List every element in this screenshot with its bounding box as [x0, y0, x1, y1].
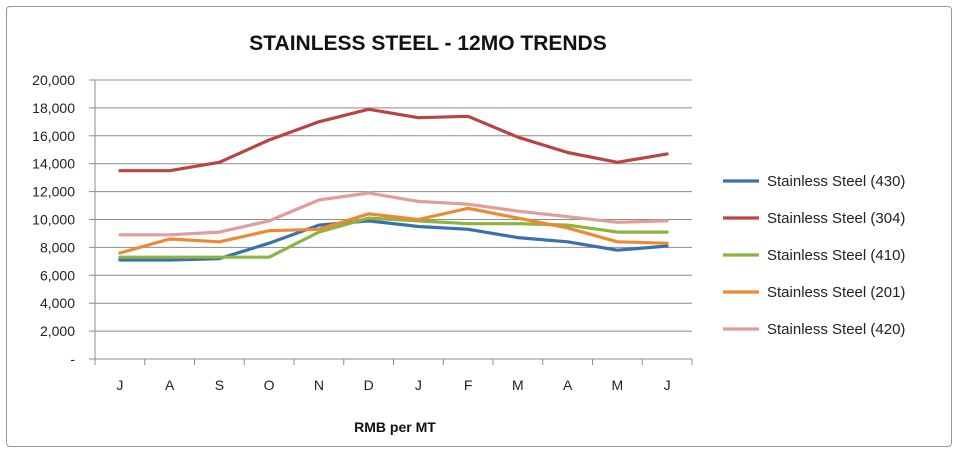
legend-label: Stainless Steel (201) [767, 284, 905, 301]
x-tick-label: N [314, 377, 324, 393]
axes [89, 79, 693, 365]
y-tick-label: 14,000 [32, 156, 75, 172]
x-tick-label: J [664, 377, 671, 393]
x-tick-label: O [264, 377, 275, 393]
legend-label: Stainless Steel (304) [767, 210, 905, 227]
legend-label: Stainless Steel (430) [767, 173, 905, 190]
series-line-2 [118, 216, 669, 259]
y-tick-label: 10,000 [32, 212, 75, 228]
chart-canvas: STAINLESS STEEL - 12MO TRENDS - 2,000 4,00… [32, 32, 905, 435]
x-tick-label: F [464, 377, 473, 393]
x-axis-label: RMB per MT [354, 419, 436, 435]
y-tick-label: 6,000 [40, 267, 75, 283]
y-tick-label: 18,000 [32, 100, 75, 116]
series-line-4 [118, 191, 669, 237]
x-tick-label: A [563, 377, 573, 393]
grid-lines [95, 79, 692, 332]
chart-title: STAINLESS STEEL - 12MO TRENDS [249, 32, 606, 55]
y-tick-label: 8,000 [40, 239, 75, 255]
series-lines [118, 107, 669, 262]
y-axis-tick-labels: - 2,000 4,000 6,000 8,000 10,000 12,000 14,000 1… [32, 72, 75, 367]
y-tick-label: 4,000 [40, 295, 75, 311]
series-line-3 [118, 206, 669, 255]
series-line-0 [118, 219, 669, 262]
x-tick-label: M [512, 377, 524, 393]
legend-label: Stainless Steel (420) [767, 321, 905, 338]
y-tick-label: 20,000 [32, 72, 75, 88]
y-tick-label: 2,000 [40, 323, 75, 339]
y-tick-label: 16,000 [32, 128, 75, 144]
chart-frame: STAINLESS STEEL - 12MO TRENDS - 2,000 4,00… [6, 6, 952, 447]
legend-label: Stainless Steel (410) [767, 247, 905, 264]
y-tick-label: 12,000 [32, 184, 75, 200]
x-tick-label: D [364, 377, 374, 393]
x-tick-label: A [165, 377, 175, 393]
x-tick-label: S [215, 377, 224, 393]
legend: Stainless Steel (430) Stainless Steel (30… [723, 173, 905, 338]
x-tick-label: J [415, 377, 422, 393]
series-line-1 [118, 107, 669, 173]
y-tick-label: - [70, 351, 75, 367]
x-tick-label: M [612, 377, 624, 393]
x-tick-label: J [116, 377, 123, 393]
